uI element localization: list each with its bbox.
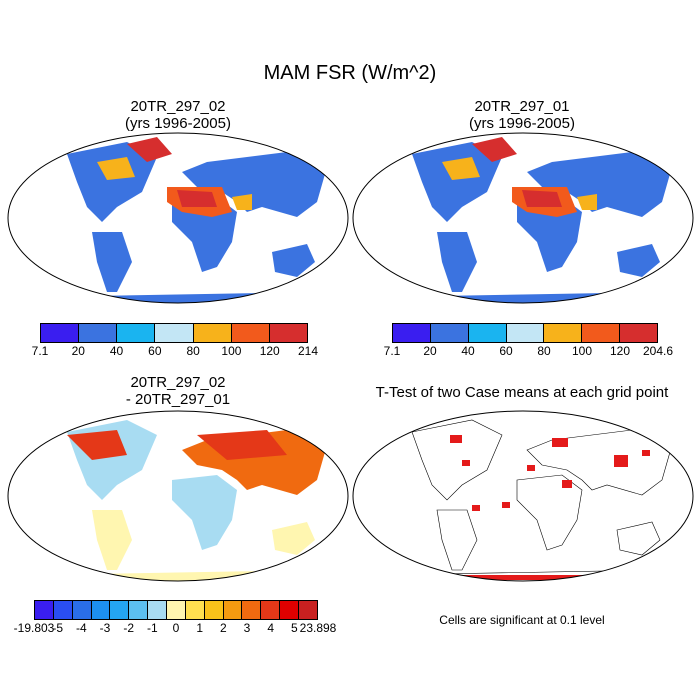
map-frame-bottom-right [352, 410, 694, 582]
colorbar-tick-label: 3 [243, 621, 251, 635]
colorbar-tick-label: 120 [609, 344, 631, 358]
colorbar-swatch [222, 601, 242, 619]
colorbar-tick-label: 40 [109, 344, 124, 358]
colorbar-tick-label: -3 [99, 621, 111, 635]
panel-title-top-left-line1: 20TR_297_02 [130, 98, 226, 115]
panel-title-top-left-line2: (yrs 1996-2005) [125, 115, 231, 132]
colorbar-swatch [41, 324, 79, 342]
colorbar-swatch [298, 601, 317, 619]
colorbar-swatch [467, 324, 506, 342]
colorbar-top-right: 7.1 20 40 60 80 100 120 204.6 [384, 323, 673, 363]
colorbar-tick-label: 2 [219, 621, 227, 635]
significance-layer [427, 435, 667, 580]
colorbar-swatch [581, 324, 620, 342]
colorbar-tick-label: -19.803 [13, 621, 55, 635]
colorbar-tick-label: 0 [172, 621, 180, 635]
colorbar-swatch [268, 324, 307, 342]
colorbar-swatch [260, 601, 280, 619]
colorbar-tick-label: 5 [290, 621, 298, 635]
colorbar-tick-label: 214 [297, 344, 319, 358]
colorbar-swatch [230, 324, 269, 342]
panel-title-top-right-line1: 20TR_297_01 [474, 98, 570, 115]
panel-title-bottom-left: 20TR_297_02 - 20TR_297_01 [38, 374, 318, 408]
colorbar-swatch [52, 601, 72, 619]
colorbar-swatch [90, 601, 110, 619]
colorbar-tick-label: 1 [196, 621, 203, 635]
map-bottom-left [7, 410, 349, 582]
colorbar-swatch [184, 601, 204, 619]
colorbar-tick-label: 40 [461, 344, 475, 358]
panel-title-top-right-line2: (yrs 1996-2005) [469, 115, 575, 132]
panel-title-top-right: 20TR_297_01 (yrs 1996-2005) [382, 98, 662, 132]
panel-title-bottom-right: T-Test of two Case means at each grid po… [375, 384, 669, 401]
colorbar-tick-label: 100 [221, 344, 242, 358]
colorbar-swatch [35, 601, 53, 619]
land-layer-bottom-left [27, 420, 337, 581]
colorbar-swatch [166, 601, 185, 619]
colorbar-top-left-swatches [40, 323, 308, 343]
colorbar-swatch [393, 324, 430, 342]
colorbar-tick-label: 120 [259, 344, 280, 358]
colorbar-bottom-left: -19.803 -5 -4 -3 -2 -1 0 1 2 3 4 5 23.898 [14, 600, 336, 640]
colorbar-tick-label: 7.1 [31, 344, 49, 358]
colorbar-bottom-left-swatches [34, 600, 318, 620]
colorbar-tick-label: 4 [267, 621, 274, 635]
colorbar-tick-label: 60 [148, 344, 162, 358]
colorbar-swatch [192, 324, 231, 342]
colorbar-tick-label: 7.1 [383, 344, 401, 358]
colorbar-swatch [203, 601, 223, 619]
panel-title-top-left: 20TR_297_02 (yrs 1996-2005) [38, 98, 318, 132]
land-layer-top-left [27, 137, 337, 303]
colorbar-tick-label: 20 [71, 344, 85, 358]
land-layer-top-right [372, 137, 682, 303]
colorbar-tick-label: 80 [537, 344, 551, 358]
map-bottom-right [352, 410, 694, 582]
colorbar-tick-label: 60 [499, 344, 513, 358]
coastline-layer-bottom-right [371, 419, 684, 581]
colorbar-tick-label: -5 [52, 621, 63, 635]
colorbar-tick-label: -4 [75, 621, 87, 635]
colorbar-swatch [505, 324, 544, 342]
map-top-left [7, 132, 349, 304]
colorbar-swatch [116, 324, 155, 342]
colorbar-tick-label: 80 [186, 344, 200, 358]
colorbar-tick-label: 204.6 [642, 344, 674, 358]
colorbar-swatch [543, 324, 582, 342]
panel-title-bottom-left-line1: 20TR_297_02 [130, 374, 226, 391]
map-top-right [352, 132, 694, 304]
colorbar-tick-label: -2 [123, 621, 134, 635]
map-frame-top-right [352, 132, 694, 304]
colorbar-swatch [154, 324, 193, 342]
colorbar-swatch [619, 324, 658, 342]
colorbar-swatch [78, 324, 117, 342]
map-frame-top-left [7, 132, 349, 304]
colorbar-tick-label: -1 [146, 621, 158, 635]
colorbar-swatch [71, 601, 91, 619]
colorbar-swatch [128, 601, 148, 619]
colorbar-top-left: 7.1 20 40 60 80 100 120 214 [32, 323, 318, 363]
colorbar-swatch [279, 601, 299, 619]
colorbar-swatch [429, 324, 468, 342]
colorbar-swatch [147, 601, 167, 619]
colorbar-tick-label: 100 [571, 344, 593, 358]
colorbar-top-right-swatches [392, 323, 658, 343]
colorbar-swatch [109, 601, 129, 619]
panel-title-bottom-left-line2: - 20TR_297_01 [125, 391, 231, 408]
colorbar-tick-label: 20 [423, 344, 437, 358]
colorbar-tick-label: 23.898 [299, 621, 337, 635]
main-title: MAM FSR (W/m^2) [263, 62, 437, 84]
colorbar-swatch [241, 601, 261, 619]
significance-note: Cells are significant at 0.1 level [439, 613, 605, 627]
map-frame-bottom-left [7, 410, 349, 582]
